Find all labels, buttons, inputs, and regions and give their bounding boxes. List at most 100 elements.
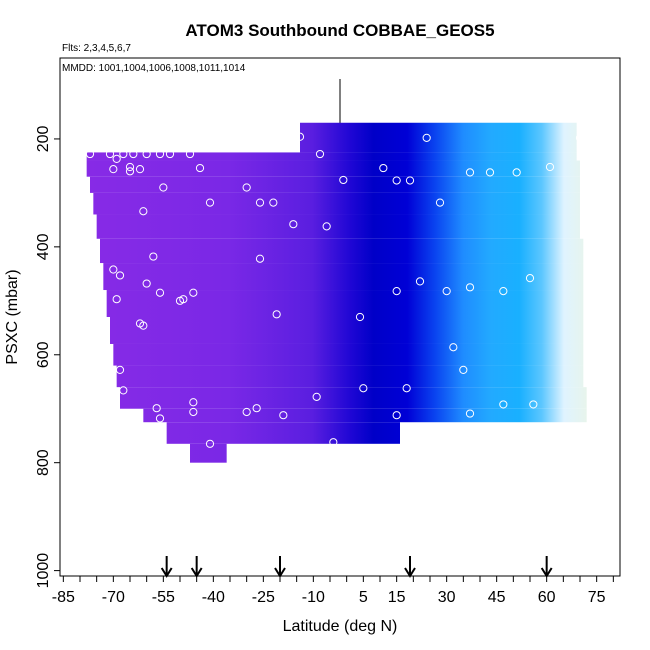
y-axis: 200 400 600 800 1000: [35, 125, 60, 588]
obs-circle-69: [329, 438, 338, 447]
obs-circle-1: [85, 149, 95, 159]
heatmap-band-12: [120, 387, 587, 409]
obs-circle-65: [242, 407, 251, 417]
y-axis-label: PSXC (mbar): [4, 269, 21, 364]
obs-circle-25: [392, 176, 401, 185]
obs-circle-76: [459, 365, 468, 374]
obs-circle-78: [499, 400, 508, 409]
obs-circle-33: [485, 168, 495, 177]
heatmap-band-5: [96, 214, 581, 239]
flight-arrows: [160, 556, 553, 578]
obs-circle-71: [392, 411, 401, 420]
x-axis-label: Latitude (deg N): [283, 618, 398, 635]
obs-circle-17: [195, 163, 205, 173]
heatmap-bands: [86, 122, 587, 463]
obs-circle-5: [125, 162, 135, 172]
obs-circle-21: [159, 183, 168, 192]
obs-circle-2: [105, 149, 115, 159]
x-tick-label: 5: [359, 589, 368, 606]
obs-circle-35: [545, 162, 555, 172]
obs-circle-67: [279, 411, 288, 420]
obs-circle-54: [415, 277, 425, 286]
obs-circle-66: [252, 404, 261, 413]
obs-circle-32: [465, 168, 475, 177]
x-tick-label: -85: [52, 589, 75, 606]
obs-circle-57: [499, 287, 508, 296]
y-tick-label: 400: [35, 233, 52, 260]
obs-circle-73: [205, 439, 215, 448]
heatmap-band-7: [103, 263, 584, 291]
obs-circle-3: [112, 154, 121, 164]
obs-circle-47: [89, 328, 98, 337]
obs-circle-46: [189, 288, 198, 297]
obs-circle-48: [99, 317, 108, 326]
heatmap-band-2: [86, 160, 581, 177]
x-tick-label: 75: [588, 589, 606, 606]
x-tick-label: -40: [202, 589, 225, 606]
obs-circle-37: [255, 254, 265, 263]
obs-circle-38: [109, 265, 118, 274]
obs-circle-43: [155, 288, 165, 297]
obs-circle-20: [269, 198, 278, 207]
obs-circle-39: [115, 271, 125, 280]
x-tick-label: -70: [102, 589, 125, 606]
y-tick-label: 600: [35, 341, 52, 368]
obs-circle-14: [109, 165, 118, 174]
obs-circle-50: [139, 321, 148, 330]
dates-subtitle: MMDD: 1001,1004,1006,1008,1011,1014: [62, 63, 246, 74]
obs-circle-22: [315, 149, 325, 159]
obs-circle-77: [465, 409, 475, 418]
heatmap-band-10: [113, 343, 584, 366]
x-tick-label: -10: [302, 589, 325, 606]
obs-circle-15: [125, 167, 135, 176]
obs-circle-74: [165, 461, 175, 471]
obs-circle-0: [69, 149, 78, 159]
obs-circle-58: [525, 274, 535, 283]
obs-circle-64: [189, 407, 198, 417]
obs-circle-55: [442, 287, 451, 296]
chart-title: ATOM3 Southbound COBBAE_GEOS5: [185, 21, 494, 40]
obs-circle-56: [465, 283, 475, 292]
obs-circle-9: [165, 149, 175, 159]
flights-subtitle: Flts: 2,3,4,5,6,7: [62, 43, 131, 54]
x-tick-label: -55: [152, 589, 175, 606]
heatmap-band-0: [300, 122, 577, 153]
obs-circle-61: [152, 404, 161, 413]
obs-circle-52: [355, 312, 365, 322]
obs-circle-30: [322, 222, 331, 231]
heatmap-band-6: [100, 238, 584, 264]
x-tick-label: -25: [252, 589, 275, 606]
obs-circle-75: [449, 343, 458, 352]
obs-circle-51: [272, 310, 281, 319]
x-tick-label: 60: [538, 589, 556, 606]
obs-circle-23: [339, 175, 348, 185]
obs-circle-40: [142, 279, 151, 288]
obs-circle-41: [85, 295, 95, 304]
obs-circle-72: [402, 384, 411, 393]
obs-circle-19: [255, 198, 265, 207]
heatmap-band-13: [143, 408, 587, 423]
obs-circle-29: [289, 220, 298, 229]
obs-circle-63: [189, 398, 198, 407]
obs-circle-10: [185, 149, 195, 159]
x-axis: -85 -70 -55 -40 -25 -10 5 15 30 45 60 75: [52, 576, 614, 606]
heatmap-band-1: [86, 152, 577, 161]
obs-circle-70: [359, 384, 368, 393]
obs-circle-12: [422, 133, 431, 142]
obs-circle-18: [242, 183, 251, 192]
obs-circle-16: [135, 165, 145, 174]
observation-circles: [69, 132, 585, 471]
x-tick-label: 30: [438, 589, 456, 606]
obs-circle-8: [155, 149, 165, 159]
flight-arrow-head-0: [160, 567, 173, 578]
obs-circle-11: [295, 132, 305, 141]
obs-circle-60: [119, 386, 128, 395]
obs-circle-34: [512, 168, 521, 177]
heatmap-band-11: [116, 365, 584, 388]
obs-circle-7: [142, 149, 151, 159]
obs-circle-31: [435, 198, 445, 207]
obs-circle-62: [155, 414, 165, 423]
y-tick-label: 800: [35, 449, 52, 476]
obs-circle-6: [129, 149, 138, 159]
